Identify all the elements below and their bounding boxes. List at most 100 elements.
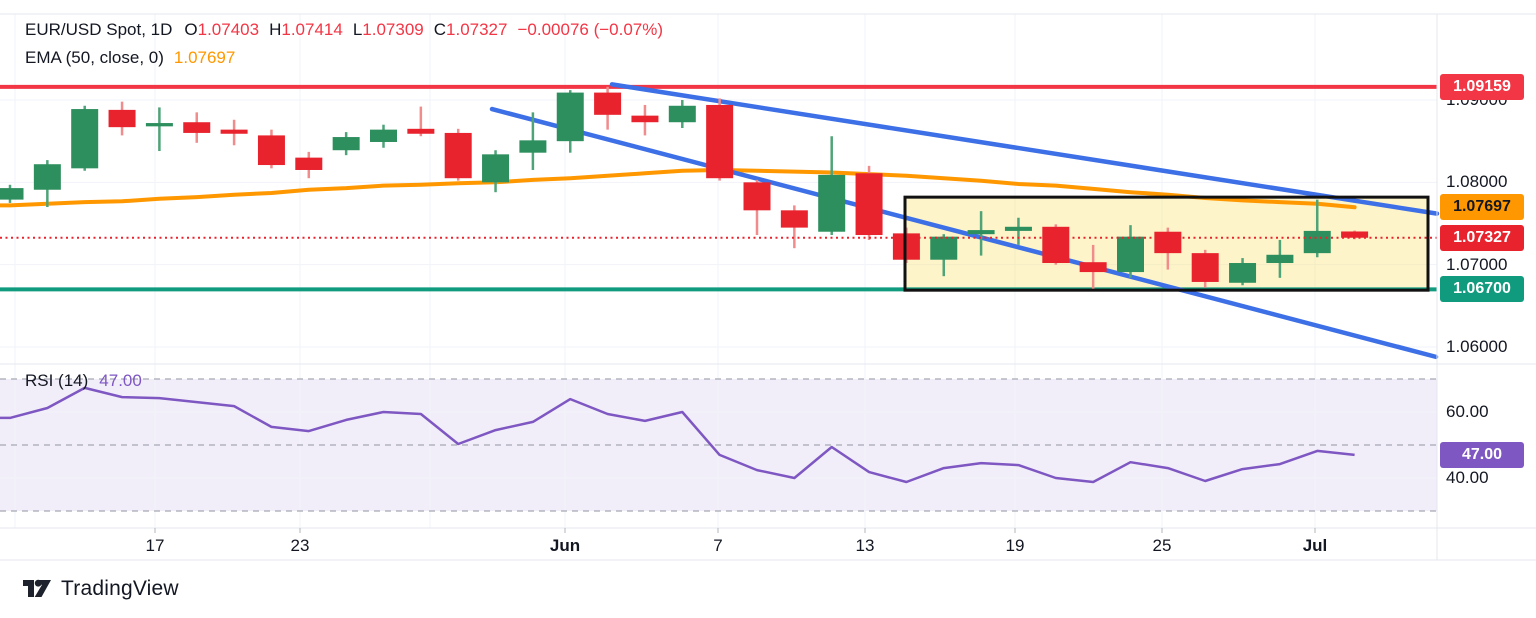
candle <box>33 160 61 208</box>
candle-body <box>108 109 136 128</box>
time-axis[interactable]: 17 23 Jun 7 13 19 25 Jul <box>0 528 1437 560</box>
candle <box>1004 217 1032 245</box>
candle <box>967 211 995 256</box>
candle <box>930 234 958 277</box>
candle <box>145 107 173 152</box>
rsi-line[interactable] <box>0 386 1355 484</box>
candle <box>1042 224 1070 265</box>
ohlc-close: C1.07327 <box>433 20 508 39</box>
time-axis-label: 13 <box>855 536 875 555</box>
candle-body <box>519 140 547 153</box>
time-axis-label: 7 <box>713 536 723 555</box>
candle-body <box>295 157 323 170</box>
rsi-legend-row[interactable]: RSI (14) 47.00 <box>25 371 142 391</box>
candle-body <box>482 154 510 183</box>
candle-body <box>444 132 472 179</box>
price-scale-tick: 1.07000 <box>1446 254 1508 274</box>
candle <box>1266 239 1294 278</box>
candle <box>706 98 734 181</box>
candle <box>1117 225 1144 278</box>
candle <box>0 184 24 203</box>
candle-body <box>706 104 734 179</box>
candle-body <box>631 115 659 123</box>
ohlc-low: L1.07309 <box>352 20 424 39</box>
candle-body <box>668 105 696 123</box>
rsi-label-pill: 47.00 <box>1440 441 1524 468</box>
ema-indicator-value: 1.07697 <box>173 48 236 67</box>
chart-legend: EUR/USD Spot, 1D O1.07403 H1.07414 L1.07… <box>25 16 663 72</box>
candle <box>855 165 883 240</box>
candle <box>743 179 771 236</box>
candle <box>257 129 285 169</box>
lower-trendline[interactable] <box>489 106 1439 360</box>
candle-series <box>0 86 1369 292</box>
candle-body <box>370 129 397 142</box>
rsi-indicator-label: RSI (14) <box>25 371 89 390</box>
time-axis-label: 19 <box>1005 536 1025 555</box>
candle-body <box>1117 236 1144 273</box>
time-axis-label: 23 <box>290 536 310 555</box>
candle-body <box>220 129 248 134</box>
price-label-pill: 1.07327 <box>1440 224 1524 251</box>
candle <box>108 101 136 136</box>
time-axis-label: 17 <box>145 536 165 555</box>
candle-body <box>1229 263 1257 283</box>
candle-body <box>145 123 173 127</box>
time-axis-label: Jun <box>549 536 581 555</box>
candle-body <box>594 92 622 115</box>
consolidation-box[interactable] <box>903 195 1430 292</box>
rsi-scale-tick: 40.00 <box>1446 468 1489 487</box>
tradingview-watermark[interactable]: TradingView <box>22 576 179 601</box>
upper-trendline[interactable] <box>609 82 1440 216</box>
rsi-indicator-value: 47.00 <box>99 371 142 390</box>
ohlc-open: O1.07403 <box>184 20 260 39</box>
price-label-pill: 1.06700 <box>1440 276 1524 303</box>
candle <box>1229 258 1257 286</box>
candle-body <box>780 210 808 228</box>
candle <box>183 112 211 143</box>
candle-body <box>257 135 285 166</box>
symbol-legend-row[interactable]: EUR/USD Spot, 1D O1.07403 H1.07414 L1.07… <box>25 16 663 44</box>
candle-body <box>332 137 360 151</box>
candle <box>295 151 323 179</box>
candle <box>519 112 547 170</box>
candle-body <box>1341 231 1369 238</box>
candle <box>71 105 99 171</box>
candle <box>1191 249 1219 288</box>
candle-body <box>556 92 584 142</box>
price-scale[interactable]: 1.090001.080001.070001.060001.091591.076… <box>1437 0 1536 560</box>
ohlc-high: H1.07414 <box>269 20 343 39</box>
candle <box>1303 199 1331 258</box>
ema-legend-row[interactable]: EMA (50, close, 0) 1.07697 <box>25 44 663 72</box>
candle <box>631 104 659 136</box>
rsi-scale-tick: 60.00 <box>1446 402 1489 421</box>
ema-line[interactable] <box>0 168 1357 210</box>
candle-body <box>1191 253 1219 282</box>
candle-body <box>1004 226 1032 231</box>
candle-body <box>930 236 958 260</box>
change-value: −0.00076 (−0.07%) <box>517 20 664 39</box>
candle <box>780 205 808 249</box>
candle <box>1079 244 1107 292</box>
time-axis-label: Jul <box>1302 536 1328 555</box>
time-axis-label: 25 <box>1152 536 1172 555</box>
candle-body <box>407 128 435 134</box>
candle <box>482 150 510 193</box>
candle-body <box>743 182 771 211</box>
candle-body <box>0 188 24 200</box>
candle <box>220 119 248 146</box>
candle-body <box>1303 230 1331 254</box>
candle-body <box>855 173 883 236</box>
candle <box>407 106 435 137</box>
candle-body <box>1154 231 1182 254</box>
candle-body <box>1266 254 1294 264</box>
candle-body <box>71 109 99 169</box>
candle-body <box>967 230 995 235</box>
candle <box>370 124 397 148</box>
tradingview-logo-icon <box>23 579 51 597</box>
price-label-pill: 1.09159 <box>1440 73 1524 100</box>
ema-indicator-label: EMA (50, close, 0) <box>25 48 164 67</box>
candle <box>818 136 846 236</box>
